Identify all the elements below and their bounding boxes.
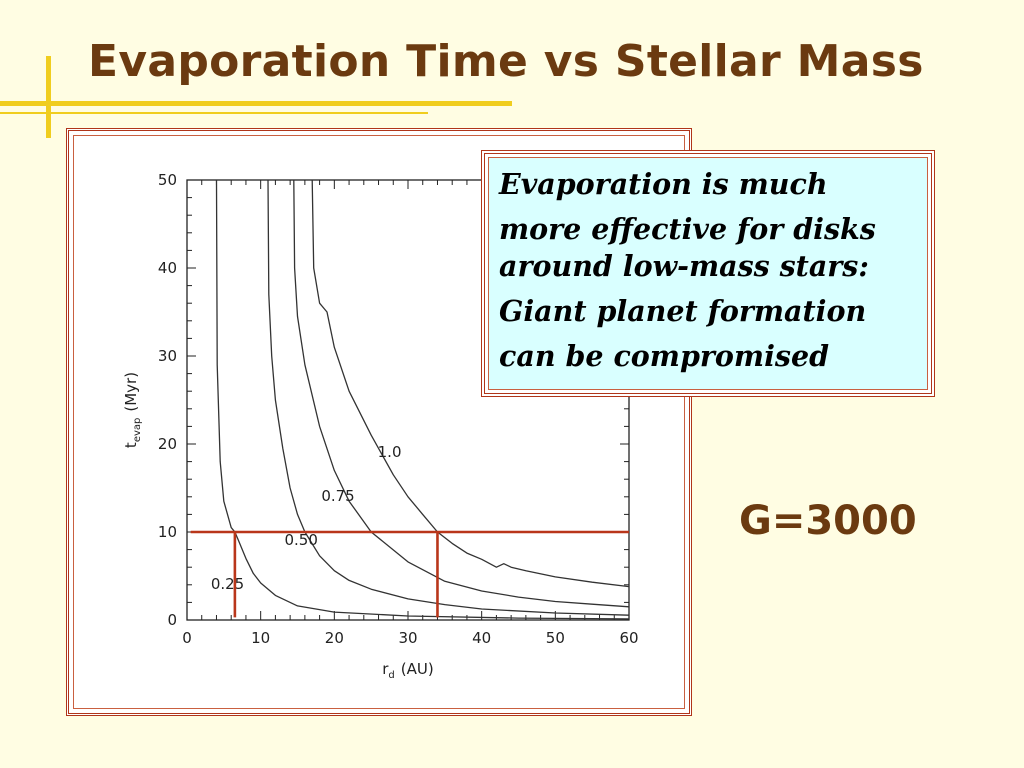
callout-line: more effective for disks [499, 212, 876, 246]
callout-line: around low-mass stars: [499, 249, 869, 283]
y-tick-label: 10 [158, 523, 177, 541]
callout-line: Giant planet formation [499, 294, 867, 328]
x-tick-label: 50 [546, 629, 565, 647]
series-label: 0.50 [284, 531, 317, 549]
y-tick-label: 50 [158, 171, 177, 189]
series-line-0-50 [267, 179, 630, 616]
evaporation-time-chart: 0 10 20 30 40 50 60 0 10 20 30 40 50 rd (AU) tevap(Myr)… [122, 171, 639, 681]
parameter-label: G=3000 [739, 498, 917, 544]
x-tick-label: 20 [325, 629, 344, 647]
series-label: 0.75 [321, 487, 354, 505]
callout-text: Evaporation is much more effective for d… [488, 157, 928, 390]
y-axis-label: tevap(Myr) [122, 372, 143, 448]
x-tick-label: 10 [251, 629, 270, 647]
x-tick-label: 40 [472, 629, 491, 647]
x-tick-label: 60 [619, 629, 638, 647]
x-tick-label: 30 [398, 629, 417, 647]
accent-bar-vertical [46, 56, 51, 138]
x-tick-label: 0 [182, 629, 192, 647]
callout-line: can be compromised [499, 339, 830, 373]
callout-line: Evaporation is much [499, 167, 828, 201]
callout-box: Evaporation is much more effective for d… [481, 150, 935, 397]
accent-bar-horizontal [0, 101, 512, 106]
y-tick-label: 40 [158, 259, 177, 277]
y-tick-label: 0 [167, 611, 177, 629]
slide-title: Evaporation Time vs Stellar Mass [88, 36, 924, 87]
accent-line-horizontal [0, 112, 428, 114]
series-label: 1.0 [378, 443, 402, 461]
y-tick-label: 30 [158, 347, 177, 365]
x-axis-label: rd (AU) [382, 660, 433, 681]
series-line-0-25 [215, 179, 630, 620]
y-tick-label: 20 [158, 435, 177, 453]
series-label: 0.25 [211, 575, 244, 593]
